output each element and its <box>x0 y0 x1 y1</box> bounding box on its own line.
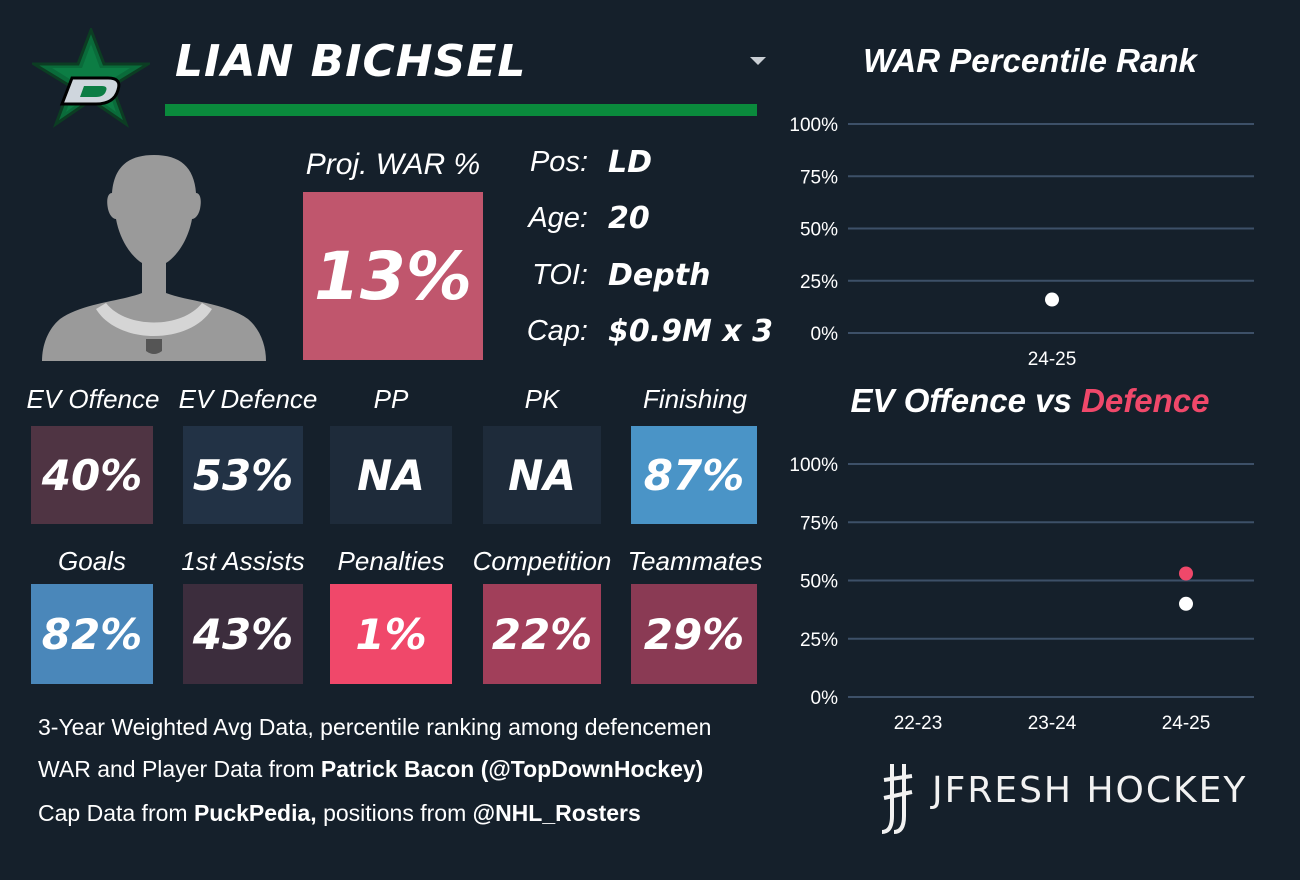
war-percentile-chart: 0% 25% 50% 75% 100% 24-25 <box>789 115 1254 370</box>
y-tick-label: 25% <box>800 272 838 293</box>
data-point <box>1045 292 1059 307</box>
y-tick-label: 50% <box>800 572 838 593</box>
data-point <box>1179 596 1193 611</box>
footer-line-3-bold: PuckPedia, <box>193 800 317 826</box>
brand-name: JFRESH HOCKEY <box>932 770 1248 811</box>
y-tick-label: 75% <box>800 513 838 534</box>
proj-war-value: 13% <box>314 237 472 315</box>
team-color-bar <box>165 104 757 116</box>
info-label-pos: Pos: <box>529 146 588 178</box>
chart2-title-part1: EV Offence vs <box>850 382 1082 419</box>
stat-value-pp: NA <box>357 450 425 500</box>
x-tick-label: 23-24 <box>1028 713 1077 734</box>
footer-line-2-text: WAR and Player Data from <box>38 756 321 782</box>
stat-label-ev-offence: EV Offence <box>26 384 160 414</box>
chart2-title-part2: Defence <box>1081 382 1210 419</box>
info-value-pos: LD <box>608 145 653 180</box>
stat-value-penalties: 1% <box>355 609 427 659</box>
stat-value-ev-defence: 53% <box>192 450 294 500</box>
x-tick-label: 24-25 <box>1162 713 1211 734</box>
stat-label-teammates: Teammates <box>627 546 763 576</box>
y-tick-label: 0% <box>811 688 839 709</box>
info-value-toi: Depth <box>608 258 711 293</box>
y-tick-label: 100% <box>789 455 838 476</box>
stat-value-ev-offence: 40% <box>41 450 143 500</box>
stat-value-finishing: 87% <box>643 450 745 500</box>
y-tick-label: 50% <box>800 220 838 241</box>
info-label-cap: Cap: <box>526 315 588 347</box>
chart1-title: WAR Percentile Rank <box>863 42 1197 79</box>
stat-value-teammates: 29% <box>643 609 745 659</box>
stat-label-pp: PP <box>373 384 409 414</box>
footer-line-3-mid: positions from <box>316 800 473 826</box>
footer-line-1-text: 3-Year Weighted Avg Data, percentile ran… <box>38 714 712 740</box>
x-tick-label: 22-23 <box>894 713 943 734</box>
stat-box-penalties: 1% <box>330 584 452 684</box>
info-label-age: Age: <box>528 202 588 234</box>
y-tick-label: 0% <box>811 324 839 345</box>
footer-line-3-bold2: @NHL_Rosters <box>472 800 641 826</box>
stat-box-goals: 82% <box>31 584 153 684</box>
y-tick-label: 100% <box>789 115 838 136</box>
player-avatar <box>42 155 266 361</box>
stat-box-ev-defence: 53% <box>183 426 303 524</box>
stat-box-ev-offence: 40% <box>31 426 153 524</box>
stat-label-finishing: Finishing <box>642 384 748 414</box>
chevron-down-icon[interactable] <box>748 54 768 68</box>
stat-value-pk: NA <box>508 450 576 500</box>
footer-line-3-text: Cap Data from <box>38 800 194 826</box>
stat-box-finishing: 87% <box>631 426 757 524</box>
chart2-title: EV Offence vs Defence <box>830 382 1230 420</box>
stat-box-pk: NA <box>483 426 601 524</box>
x-tick-label: 24-25 <box>1028 349 1077 370</box>
info-label-toi: TOI: <box>532 259 588 291</box>
stat-label-pk: PK <box>524 384 560 414</box>
y-tick-label: 25% <box>800 630 838 651</box>
stat-box-competition: 22% <box>483 584 601 684</box>
stat-value-competition: 22% <box>491 609 593 659</box>
info-value-age: 20 <box>608 201 650 236</box>
stat-label-goals: Goals <box>58 546 126 576</box>
stat-label-penalties: Penalties <box>337 546 445 576</box>
ev-offence-defence-chart: 0% 25% 50% 75% 100% 22-23 23-24 24-25 <box>789 455 1254 734</box>
footer-line-2-bold: Patrick Bacon (@TopDownHockey) <box>320 756 704 782</box>
stat-value-1st-assists: 43% <box>192 609 294 659</box>
footer-line-2: WAR and Player Data from Patrick Bacon (… <box>38 756 703 783</box>
proj-war-box: 13% <box>303 192 483 360</box>
proj-war-label: Proj. WAR % <box>305 148 481 181</box>
footer-line-3: Cap Data from PuckPedia, positions from … <box>38 800 641 827</box>
stat-label-competition: Competition <box>472 546 612 576</box>
data-point <box>1179 566 1193 581</box>
y-tick-label: 75% <box>800 167 838 188</box>
info-value-cap: $0.9M x 3 <box>608 314 773 349</box>
stat-box-1st-assists: 43% <box>183 584 303 684</box>
stat-box-pp: NA <box>330 426 452 524</box>
team-logo <box>32 28 150 128</box>
footer-line-1: 3-Year Weighted Avg Data, percentile ran… <box>38 714 711 741</box>
stat-value-goals: 82% <box>41 609 143 659</box>
player-name: LIAN BICHSEL <box>175 36 527 87</box>
stat-box-teammates: 29% <box>631 584 757 684</box>
stat-label-1st-assists: 1st Assists <box>181 546 305 576</box>
jfresh-logo-icon <box>881 764 913 834</box>
stat-label-ev-defence: EV Defence <box>178 384 318 414</box>
